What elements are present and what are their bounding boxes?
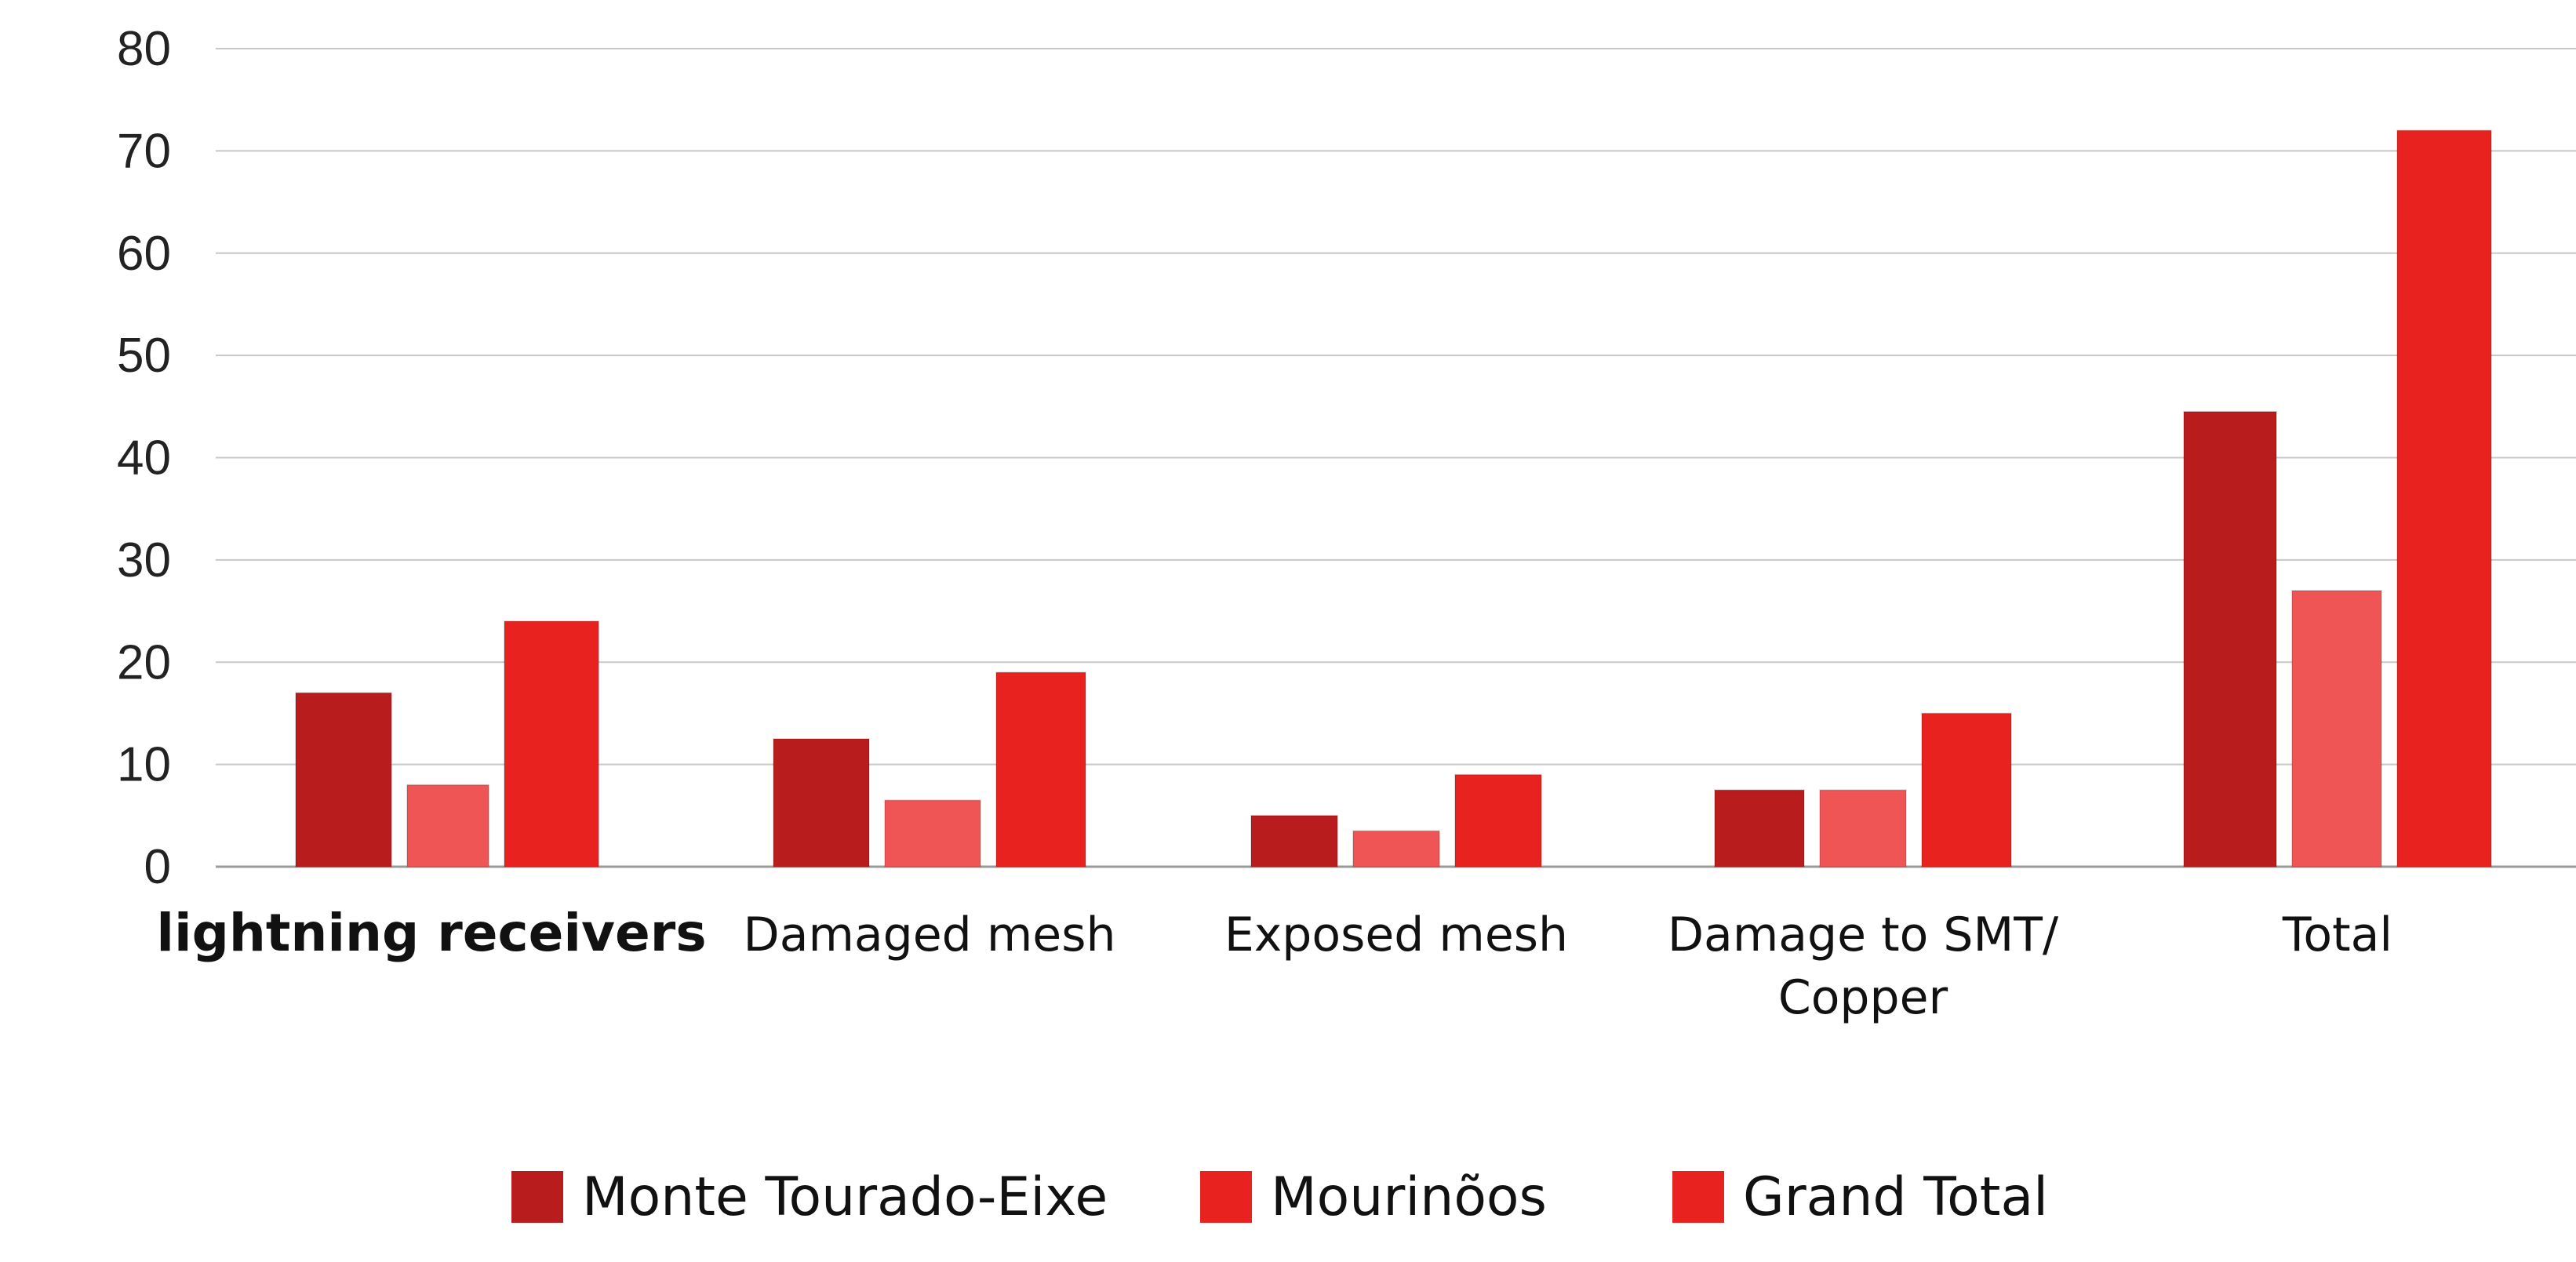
x-tick-label: Damage to SMT/Copper [1668, 907, 2059, 1025]
bar-grand-total-0 [504, 620, 599, 867]
bar-mourin-os-2 [1352, 830, 1440, 868]
x-tick-label: Damaged mesh [744, 907, 1116, 962]
y-tick-label: 0 [144, 840, 171, 894]
bar-monte-tourado-eixe-1 [773, 738, 870, 867]
bar-mourin-os-1 [884, 799, 981, 867]
bar-monte-tourado-eixe-0 [295, 692, 392, 867]
bar-grand-total-2 [1454, 773, 1542, 867]
bars [295, 129, 2492, 868]
legend-swatch [1200, 1171, 1252, 1223]
y-tick-label: 70 [117, 124, 171, 178]
legend-item-mourin-os: Mourinõos [1200, 1166, 1547, 1228]
legend-item-grand-total: Grand Total [1672, 1166, 2048, 1228]
bar-grand-total-4 [2396, 129, 2492, 868]
x-axis: lightning receivers Damaged mesh Exposed m… [156, 903, 2392, 1025]
legend-label: Monte Tourado-Eixe [582, 1166, 1108, 1228]
bar-monte-tourado-eixe-3 [1714, 789, 1805, 867]
y-tick-label: 40 [117, 431, 171, 486]
legend-swatch [1672, 1171, 1724, 1223]
x-tick-label: Exposed mesh [1224, 907, 1568, 962]
bar-mourin-os-0 [406, 784, 489, 868]
bar-monte-tourado-eixe-4 [2183, 410, 2277, 867]
bar-grand-total-1 [995, 671, 1086, 867]
legend-label: Grand Total [1743, 1166, 2048, 1228]
y-tick-label: 20 [117, 635, 171, 689]
y-axis: 0 10 20 30 40 50 60 70 80 [117, 22, 171, 894]
legend-label: Mourinõos [1271, 1166, 1547, 1228]
y-tick-label: 60 [117, 227, 171, 281]
legend: Monte Tourado-Eixe Mourinõos Grand Total [511, 1166, 2048, 1228]
x-tick-label: Total [2282, 907, 2392, 962]
bar-grand-total-3 [1921, 712, 2012, 867]
grid-lines [216, 48, 2576, 868]
y-tick-label: 10 [117, 738, 171, 792]
bar-mourin-os-4 [2291, 589, 2382, 867]
legend-item-monte-tourado-eixe: Monte Tourado-Eixe [511, 1166, 1108, 1228]
y-tick-label: 50 [117, 329, 171, 383]
y-tick-label: 30 [117, 533, 171, 587]
bar-monte-tourado-eixe-2 [1250, 814, 1338, 867]
legend-swatch [511, 1171, 563, 1223]
y-tick-label: 80 [117, 22, 171, 76]
x-tick-label: lightning receivers [156, 903, 706, 963]
bar-mourin-os-3 [1819, 789, 1907, 867]
